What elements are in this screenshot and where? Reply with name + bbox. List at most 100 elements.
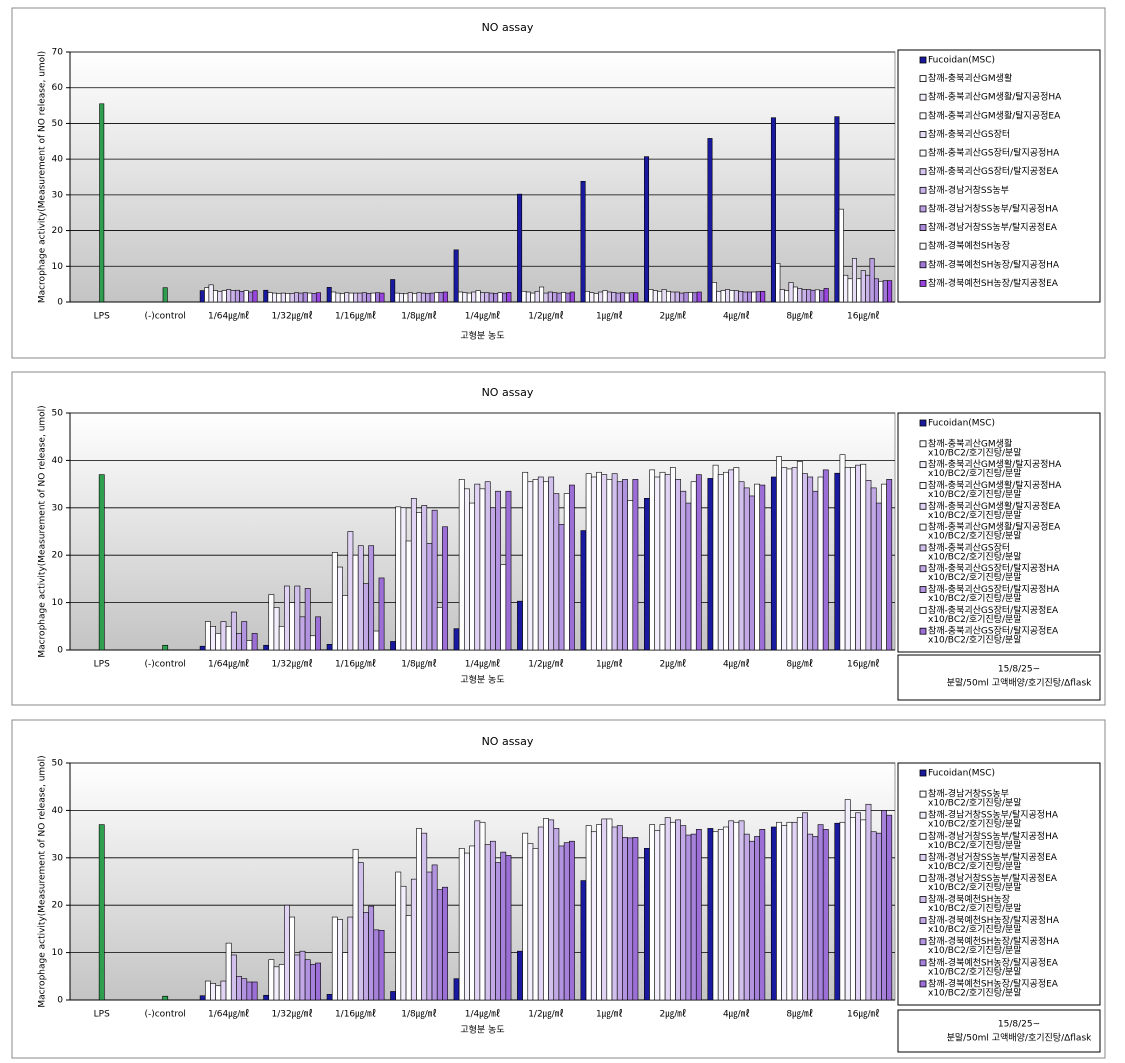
bar	[234, 289, 240, 303]
x-tick-label: 16㎍/㎖	[847, 311, 880, 322]
legend-label: 참깨-경남거창SS농부/탈지공정EA	[928, 851, 1058, 863]
y-tick-label: 30	[52, 190, 64, 200]
legend-label: 참깨-경북예천SH농장	[928, 240, 1010, 252]
bar	[500, 851, 507, 1001]
bar	[263, 644, 270, 651]
legend-label: 참깨-충북괴산GM생활/탈지공정HA	[928, 458, 1062, 470]
bar	[395, 506, 402, 651]
bar	[263, 289, 269, 303]
legend-swatch	[919, 502, 927, 510]
bar	[770, 476, 777, 651]
bar	[738, 820, 745, 1001]
bar	[838, 208, 844, 303]
bar	[462, 292, 468, 303]
bar	[495, 862, 501, 1001]
bar	[208, 284, 214, 303]
bar	[851, 258, 857, 303]
bar	[659, 824, 666, 1001]
bar	[873, 278, 879, 303]
bar	[495, 490, 501, 651]
legend-label: 참깨-충북괴산GS장터/탈지공정EA	[928, 604, 1059, 616]
legend-swatch	[919, 606, 927, 614]
bar	[648, 289, 654, 303]
legend-swatch	[919, 980, 927, 988]
legend-label: 참깨-충북괴산GM생활/탈지공정EA	[928, 500, 1061, 512]
bar	[817, 824, 824, 1001]
x-tick-label: 1㎍/㎖	[596, 311, 623, 322]
bar	[217, 290, 223, 303]
bar	[532, 479, 539, 651]
bar	[596, 824, 602, 1001]
bar	[611, 292, 617, 303]
legend-label-detail: x10/BC2/호기진탕/분말	[928, 986, 1022, 998]
bar	[797, 288, 803, 303]
bar	[268, 594, 275, 651]
bar	[788, 282, 794, 303]
bar	[652, 290, 658, 303]
y-tick-label: 20	[52, 901, 64, 911]
bar	[817, 476, 824, 651]
bar	[226, 289, 232, 303]
bar	[856, 278, 862, 303]
legend-label: 참깨-경북예천SH농장/탈지공정HA	[928, 914, 1060, 926]
bar	[453, 978, 460, 1001]
x-tick-label: 1/64㎍/㎖	[208, 659, 249, 670]
bar	[834, 822, 841, 1001]
bar	[210, 983, 216, 1001]
bar	[248, 291, 254, 303]
bar	[302, 292, 308, 303]
bar	[669, 821, 676, 1001]
legend-swatch	[919, 279, 927, 287]
bar	[363, 583, 369, 651]
bar	[299, 950, 306, 1001]
bar	[543, 292, 549, 303]
bar	[802, 812, 808, 1001]
bar	[779, 289, 785, 303]
bar	[712, 464, 719, 651]
bar	[204, 621, 211, 651]
bar	[251, 981, 258, 1001]
x-tick-label: 1/64㎍/㎖	[208, 1009, 249, 1020]
bar	[390, 991, 396, 1001]
y-tick-label: 50	[52, 759, 64, 769]
x-tick-label: 1/16㎍/㎖	[335, 1009, 376, 1020]
bar	[717, 829, 724, 1001]
bar	[743, 833, 750, 1001]
x-tick-label: 1/64㎍/㎖	[208, 311, 249, 322]
x-tick-label: 8㎍/㎖	[786, 311, 813, 322]
bar	[273, 966, 280, 1001]
bar	[162, 287, 168, 303]
chart-title: NO assay	[482, 21, 534, 34]
bar	[754, 836, 761, 1001]
bar	[723, 471, 729, 651]
bar	[368, 905, 375, 1001]
bar	[431, 509, 438, 651]
bar	[405, 915, 412, 1001]
legend-label: 참깨-경북예천SH농장/탈지공정EA	[928, 277, 1059, 289]
bar	[458, 479, 465, 651]
legend-label-detail: x10/BC2/호기진탕/분말	[928, 488, 1022, 500]
bar	[598, 291, 604, 303]
bar	[488, 292, 494, 303]
y-tick-label: 40	[52, 456, 64, 466]
bar	[315, 616, 321, 651]
note-text: 15/8/25~	[998, 1020, 1040, 1030]
bar	[738, 290, 744, 303]
x-tick-label: 1/8㎍/㎖	[401, 311, 437, 322]
bar	[357, 862, 364, 1001]
bar	[517, 600, 523, 651]
legend-swatch	[919, 224, 927, 231]
bar	[628, 292, 634, 303]
bar	[781, 825, 788, 1001]
bar	[611, 826, 618, 1001]
legend-swatch	[919, 93, 927, 101]
bar	[220, 621, 227, 651]
bar	[657, 290, 663, 303]
bar	[373, 630, 380, 651]
legend-label: 참깨-충북괴산GM생활/탈지공정EA	[928, 109, 1061, 121]
legend-label: 참깨-경북예천SH농장/탈지공정HA	[928, 935, 1060, 947]
bar	[532, 848, 539, 1001]
bar	[429, 292, 435, 303]
bar	[849, 817, 856, 1001]
bar	[875, 502, 882, 651]
